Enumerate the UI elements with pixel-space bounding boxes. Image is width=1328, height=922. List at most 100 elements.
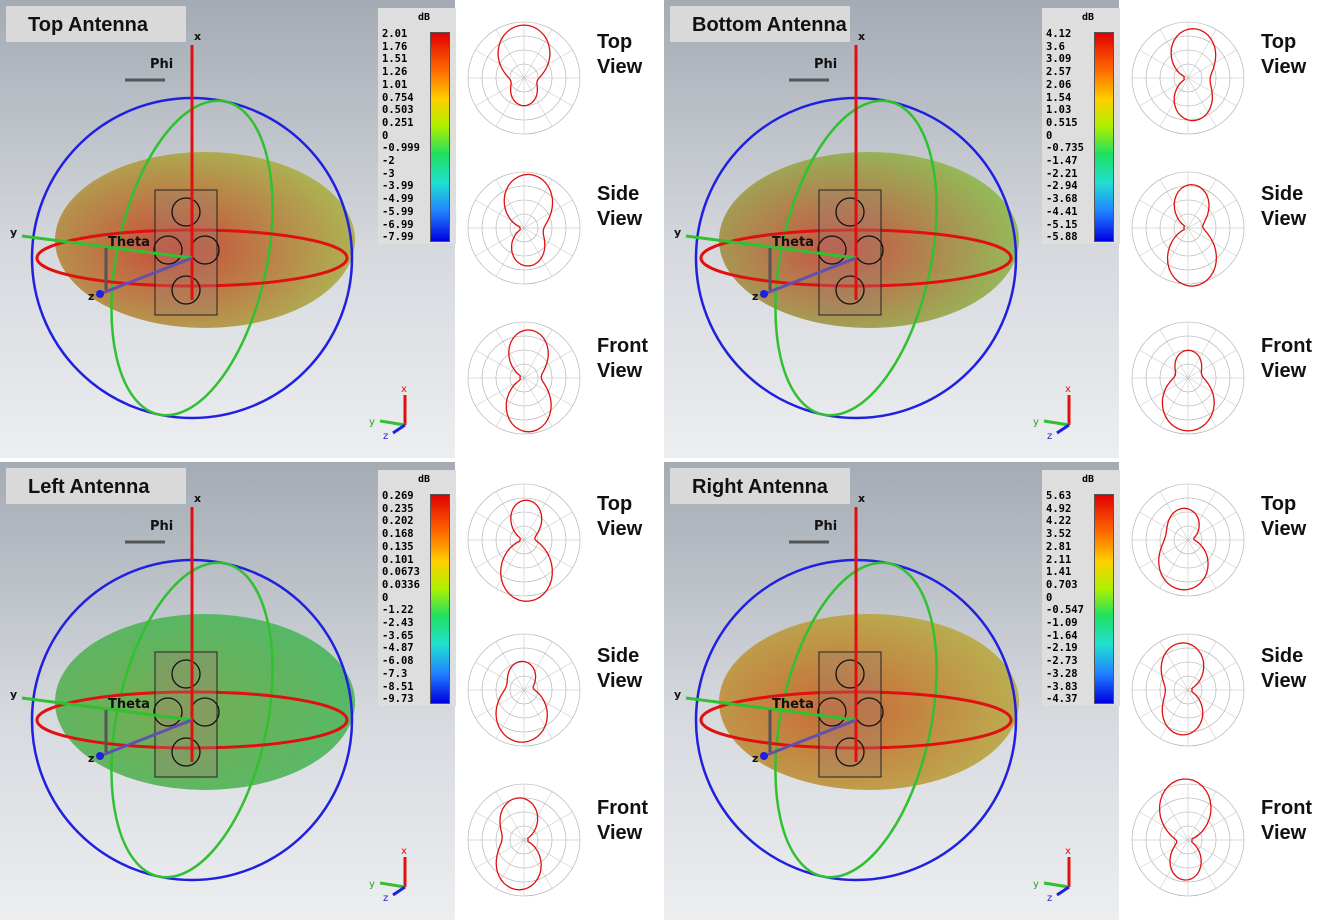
panel-title: Left Antenna bbox=[6, 468, 186, 504]
polar-spoke bbox=[496, 330, 524, 378]
scale-label: -3.99 bbox=[382, 180, 414, 192]
scale-label: 0.101 bbox=[382, 554, 414, 566]
scale-label: -1.64 bbox=[1046, 630, 1078, 642]
color-scale: dB4.123.63.092.572.061.541.030.5150-0.73… bbox=[1042, 8, 1120, 244]
triad-y bbox=[380, 421, 405, 425]
polar-spoke bbox=[476, 690, 524, 718]
view-label: Front View bbox=[1261, 796, 1321, 846]
scale-label: 0.515 bbox=[1046, 117, 1078, 129]
polar-spoke bbox=[1188, 180, 1216, 228]
scale-unit: dB bbox=[1082, 474, 1094, 485]
triad-label: z bbox=[383, 893, 388, 904]
scale-label: -3.65 bbox=[382, 630, 414, 642]
axis-label: Phi bbox=[814, 57, 837, 72]
scale-label: -2 bbox=[382, 155, 395, 167]
polar-spoke bbox=[524, 228, 572, 256]
scale-label: 4.22 bbox=[1046, 515, 1071, 527]
axis-label: Phi bbox=[150, 57, 173, 72]
scale-label: 1.26 bbox=[382, 66, 407, 78]
axis-label: x bbox=[858, 492, 865, 505]
z-tip bbox=[760, 752, 768, 760]
scale-label: -0.547 bbox=[1046, 604, 1084, 616]
scale-label: -2.19 bbox=[1046, 642, 1078, 654]
scale-label: -7.3 bbox=[382, 668, 407, 680]
polar-spoke bbox=[1188, 200, 1236, 228]
polar-spoke bbox=[1160, 792, 1188, 840]
polar-spoke bbox=[1140, 540, 1188, 568]
axis-label: z bbox=[752, 290, 758, 303]
polar-spoke bbox=[1140, 350, 1188, 378]
axis-label: Theta bbox=[108, 235, 150, 250]
polar-spoke bbox=[524, 200, 572, 228]
polar-spoke bbox=[1160, 492, 1188, 540]
scale-label: 1.41 bbox=[1046, 566, 1071, 578]
view-label: Side View bbox=[1261, 644, 1321, 694]
color-scale: dB2.011.761.511.261.010.7540.5030.2510-0… bbox=[378, 8, 456, 244]
scale-label: 0 bbox=[382, 130, 388, 142]
panel-title: Top Antenna bbox=[6, 6, 186, 42]
triad-z bbox=[393, 425, 405, 433]
axis-label: z bbox=[88, 290, 94, 303]
scale-label: -3.68 bbox=[1046, 193, 1078, 205]
triad-z bbox=[1057, 425, 1069, 433]
polar-spoke bbox=[524, 30, 552, 78]
polar-spoke bbox=[1188, 540, 1236, 568]
polar-spoke bbox=[1140, 512, 1188, 540]
polar-spoke bbox=[524, 78, 552, 126]
polar-spoke bbox=[524, 78, 572, 106]
axis-label: Theta bbox=[772, 697, 814, 712]
axis-label: y bbox=[674, 688, 681, 701]
polar-spoke bbox=[496, 492, 524, 540]
scale-label: -3.83 bbox=[1046, 681, 1078, 693]
antenna-panel: xPhiyThetazxyzLeft AntennadB0.2690.2350.… bbox=[0, 462, 660, 920]
z-tip bbox=[96, 290, 104, 298]
scale-label: -0.735 bbox=[1046, 142, 1084, 154]
scale-label: 0.0336 bbox=[382, 579, 420, 591]
axis-label: Phi bbox=[150, 519, 173, 534]
scale-label: 2.11 bbox=[1046, 554, 1071, 566]
scale-label: -8.51 bbox=[382, 681, 414, 693]
scale-bar bbox=[430, 494, 450, 704]
scale-bar bbox=[1094, 494, 1114, 704]
scale-label: -9.73 bbox=[382, 693, 414, 705]
polar-plots bbox=[458, 0, 593, 458]
scale-label: 0 bbox=[1046, 592, 1052, 604]
polar-spoke bbox=[1188, 690, 1216, 738]
scale-label: 2.57 bbox=[1046, 66, 1071, 78]
scale-label: -4.37 bbox=[1046, 693, 1078, 705]
polar-spoke bbox=[476, 200, 524, 228]
scale-label: -5.15 bbox=[1046, 219, 1078, 231]
axis-label: Phi bbox=[814, 519, 837, 534]
axis-label: Theta bbox=[108, 697, 150, 712]
polar-spoke bbox=[476, 540, 524, 568]
scale-label: 4.92 bbox=[1046, 503, 1071, 515]
antenna-plate bbox=[155, 652, 217, 777]
scale-label: 0.269 bbox=[382, 490, 414, 502]
polar-spoke bbox=[496, 228, 524, 276]
view-label: Side View bbox=[1261, 182, 1321, 232]
polar-spoke bbox=[1160, 30, 1188, 78]
scale-label: 0.202 bbox=[382, 515, 414, 527]
triad-label: y bbox=[1033, 879, 1039, 890]
polar-spoke bbox=[1140, 690, 1188, 718]
triad-label: y bbox=[369, 879, 375, 890]
scale-bar bbox=[430, 32, 450, 242]
scale-label: 1.03 bbox=[1046, 104, 1071, 116]
polar-spoke bbox=[1160, 378, 1188, 426]
view-label: Side View bbox=[597, 644, 657, 694]
triad-label: y bbox=[369, 417, 375, 428]
scale-label: 4.12 bbox=[1046, 28, 1071, 40]
scale-label: -3.28 bbox=[1046, 668, 1078, 680]
scale-label: -2.43 bbox=[382, 617, 414, 629]
axis-label: x bbox=[194, 492, 201, 505]
polar-spoke bbox=[1160, 540, 1188, 588]
polar-spoke bbox=[496, 78, 524, 126]
polar-spoke bbox=[496, 642, 524, 690]
polar-spoke bbox=[1188, 812, 1236, 840]
scale-label: -1.09 bbox=[1046, 617, 1078, 629]
axis-label: x bbox=[194, 30, 201, 43]
polar-spoke bbox=[476, 350, 524, 378]
polar-plots bbox=[1122, 462, 1257, 920]
scale-label: 0.503 bbox=[382, 104, 414, 116]
